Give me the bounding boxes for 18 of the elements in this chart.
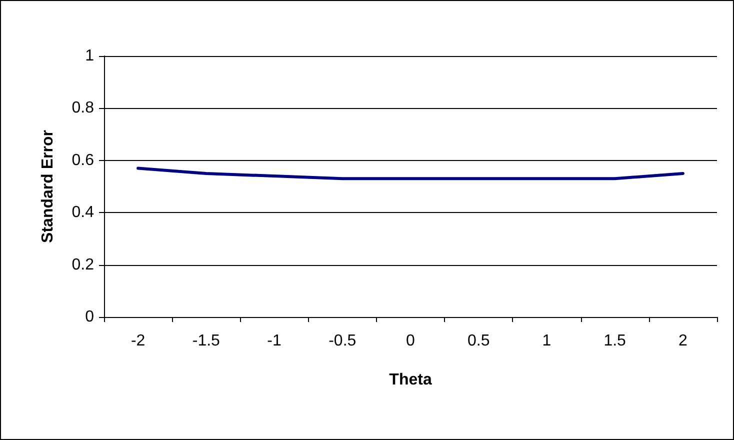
x-tick-label: -1.5: [192, 332, 220, 350]
y-tick-label: 0: [85, 308, 94, 326]
x-tick-label: 1: [542, 332, 552, 350]
x-tick-label: -1: [267, 332, 282, 350]
y-tick-label: 0.8: [72, 100, 94, 117]
x-tick-label: 0: [406, 332, 416, 350]
x-tick-label: 2: [678, 332, 688, 350]
x-tick-label: -2: [130, 332, 146, 350]
x-axis-title: Theta: [389, 372, 432, 388]
y-tick-label: 0.2: [72, 256, 94, 274]
y-tick-label: 1: [85, 48, 94, 64]
line-series: [136, 166, 684, 180]
x-tick-label: -0.5: [328, 332, 356, 350]
y-axis-title: Standard Error: [40, 130, 56, 243]
y-tick-label: 0.4: [72, 204, 94, 222]
x-tick-label: 1.5: [604, 332, 626, 350]
y-tick-label: 0.6: [72, 152, 94, 169]
x-tick-label: 0.5: [467, 332, 490, 350]
